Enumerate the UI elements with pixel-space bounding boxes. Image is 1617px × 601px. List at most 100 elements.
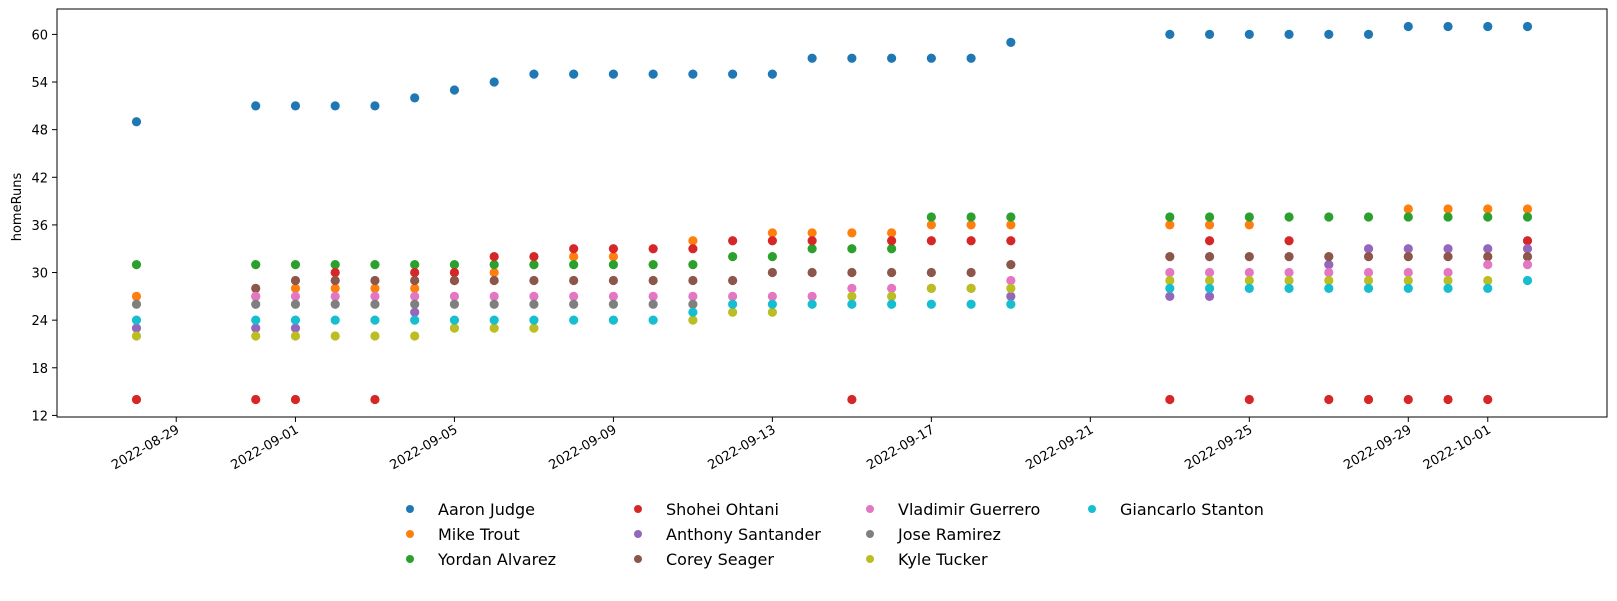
data-point: [1522, 259, 1533, 270]
data-point: [569, 259, 579, 270]
data-point: [1165, 267, 1175, 278]
data-point: [1363, 394, 1374, 405]
data-point: [926, 212, 936, 222]
y-tick-label: 54: [31, 76, 48, 91]
data-point: [847, 394, 857, 405]
data-point: [926, 283, 936, 294]
data-point: [847, 299, 857, 309]
data-point: [1204, 212, 1215, 222]
data-point: [887, 236, 897, 246]
data-point: [728, 252, 738, 262]
data-point: [1522, 244, 1533, 254]
data-point: [449, 315, 460, 325]
data-point: [926, 299, 936, 309]
data-point: [569, 252, 579, 262]
data-point: [887, 291, 897, 301]
legend-marker: [406, 530, 414, 538]
data-point: [1483, 275, 1493, 286]
data-point: [410, 331, 420, 341]
data-point: [330, 299, 340, 309]
data-point: [449, 275, 460, 286]
data-point: [1403, 212, 1413, 222]
data-point: [1443, 252, 1453, 262]
legend-marker: [634, 505, 642, 513]
data-point: [529, 252, 539, 262]
legend-marker: [866, 530, 874, 538]
legend-label: Yordan Alvarez: [438, 549, 557, 569]
data-point: [410, 315, 420, 325]
data-point: [1244, 275, 1254, 286]
data-point: [1443, 283, 1453, 294]
data-point: [966, 299, 976, 309]
x-tick-label: 2022-10-01: [1421, 422, 1494, 473]
data-point: [251, 331, 261, 341]
data-point: [608, 275, 619, 286]
data-point: [688, 307, 698, 317]
data-point: [131, 259, 142, 270]
data-point: [1006, 283, 1016, 294]
data-point: [1443, 394, 1453, 405]
data-point: [1006, 259, 1016, 270]
data-point: [569, 69, 579, 79]
data-point: [529, 315, 539, 325]
data-point: [131, 394, 142, 405]
data-point: [1165, 29, 1175, 40]
data-point: [410, 291, 420, 301]
data-point: [489, 259, 499, 270]
data-point: [688, 299, 698, 309]
data-point: [1403, 283, 1413, 294]
data-point: [966, 236, 976, 246]
data-point: [1324, 283, 1334, 294]
data-point: [1483, 394, 1493, 405]
data-point: [529, 323, 539, 333]
data-point: [489, 291, 499, 301]
data-point: [1403, 252, 1413, 262]
data-point: [251, 283, 261, 294]
data-point: [290, 259, 301, 270]
data-point: [251, 101, 261, 111]
data-point: [1324, 212, 1334, 222]
data-point: [648, 259, 658, 270]
data-point: [1284, 236, 1294, 246]
data-point: [608, 252, 619, 262]
data-point: [1443, 204, 1453, 214]
data-point: [648, 244, 658, 254]
data-point: [926, 53, 936, 63]
data-point: [608, 299, 619, 309]
data-point: [290, 315, 301, 325]
data-point: [251, 315, 261, 325]
data-point: [489, 323, 499, 333]
data-point: [251, 394, 261, 405]
data-point: [1324, 275, 1334, 286]
data-point: [1363, 212, 1374, 222]
data-point: [1284, 252, 1294, 262]
data-point: [767, 69, 777, 79]
data-point: [1165, 212, 1175, 222]
data-point: [767, 299, 777, 309]
data-point: [728, 236, 738, 246]
data-point: [608, 259, 619, 270]
data-point: [1006, 299, 1016, 309]
data-point: [847, 283, 857, 294]
data-point: [410, 275, 420, 286]
data-point: [767, 236, 777, 246]
series-mike-trout: [131, 204, 1533, 301]
x-tick-label: 2022-09-01: [229, 422, 302, 473]
data-point: [370, 259, 380, 270]
plot-frame: [56, 8, 1608, 418]
y-tick-label: 60: [31, 28, 48, 43]
data-point: [926, 267, 936, 278]
data-point: [1363, 283, 1374, 294]
data-point: [489, 315, 499, 325]
data-point: [131, 323, 142, 333]
data-point: [1204, 220, 1215, 230]
data-point: [1483, 259, 1493, 270]
data-point: [1006, 291, 1016, 301]
data-point: [410, 283, 420, 294]
data-point: [608, 69, 619, 79]
data-point: [1244, 220, 1254, 230]
data-point: [529, 275, 539, 286]
data-point: [1403, 275, 1413, 286]
legend-marker: [866, 555, 874, 563]
data-point: [767, 252, 777, 262]
